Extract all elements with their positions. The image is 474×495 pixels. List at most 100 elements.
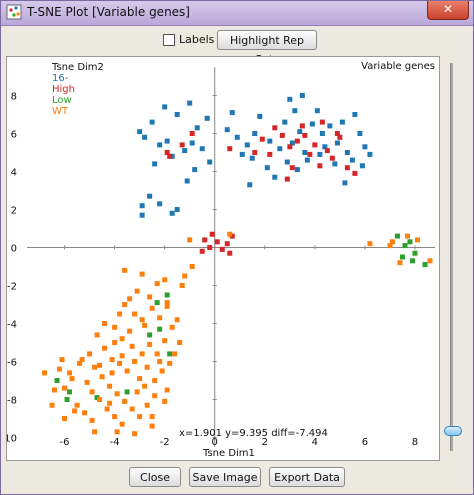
point-wt[interactable] bbox=[109, 357, 115, 363]
point-wt[interactable] bbox=[52, 387, 58, 393]
point-wt[interactable] bbox=[99, 374, 105, 380]
point-high[interactable] bbox=[334, 131, 340, 136]
point-low[interactable] bbox=[54, 378, 60, 383]
point-16[interactable] bbox=[147, 193, 153, 199]
point-16[interactable] bbox=[344, 150, 350, 155]
point-wt[interactable] bbox=[112, 414, 118, 420]
point-16[interactable] bbox=[339, 119, 345, 125]
point-wt[interactable] bbox=[122, 398, 128, 404]
point-high[interactable] bbox=[352, 170, 358, 176]
title-bar[interactable]: T-SNE Plot [Variable genes] ✕ bbox=[1, 1, 473, 26]
point-wt[interactable] bbox=[182, 273, 188, 279]
point-wt[interactable] bbox=[137, 414, 143, 420]
point-high[interactable] bbox=[219, 246, 225, 252]
point-wt[interactable] bbox=[119, 336, 125, 342]
point-wt[interactable] bbox=[102, 321, 108, 326]
export-data-button[interactable]: Export Data bbox=[269, 467, 345, 487]
point-16[interactable] bbox=[224, 127, 230, 133]
point-wt[interactable] bbox=[227, 231, 233, 237]
point-low[interactable] bbox=[124, 389, 130, 395]
point-wt[interactable] bbox=[142, 322, 148, 328]
point-low[interactable] bbox=[154, 300, 160, 306]
point-16[interactable] bbox=[169, 153, 175, 159]
point-low[interactable] bbox=[402, 243, 408, 249]
point-16[interactable] bbox=[174, 112, 180, 117]
point-low[interactable] bbox=[147, 332, 153, 338]
point-wt[interactable] bbox=[107, 383, 113, 389]
point-wt[interactable] bbox=[124, 368, 130, 374]
point-wt[interactable] bbox=[169, 324, 175, 330]
point-high[interactable] bbox=[317, 163, 323, 169]
point-high[interactable] bbox=[252, 150, 258, 155]
point-high[interactable] bbox=[164, 150, 170, 155]
point-wt[interactable] bbox=[92, 364, 98, 370]
point-low[interactable] bbox=[409, 258, 415, 264]
point-16[interactable] bbox=[302, 150, 308, 155]
point-wt[interactable] bbox=[149, 423, 155, 429]
point-16[interactable] bbox=[289, 140, 295, 146]
point-high[interactable] bbox=[312, 142, 318, 148]
point-low[interactable] bbox=[407, 239, 413, 245]
point-16[interactable] bbox=[142, 134, 148, 140]
point-wt[interactable] bbox=[109, 370, 115, 376]
point-high[interactable] bbox=[302, 132, 308, 138]
point-wt[interactable] bbox=[154, 351, 160, 357]
point-low[interactable] bbox=[64, 397, 70, 402]
point-wt[interactable] bbox=[139, 351, 145, 357]
point-wt[interactable] bbox=[89, 417, 95, 423]
point-16[interactable] bbox=[282, 119, 288, 125]
point-wt[interactable] bbox=[129, 343, 135, 349]
point-16[interactable] bbox=[157, 142, 163, 148]
point-wt[interactable] bbox=[92, 429, 98, 435]
point-low[interactable] bbox=[164, 292, 170, 298]
point-16[interactable] bbox=[272, 174, 278, 180]
point-wt[interactable] bbox=[162, 277, 168, 283]
point-wt[interactable] bbox=[142, 383, 148, 389]
point-16[interactable] bbox=[149, 119, 155, 125]
point-16[interactable] bbox=[297, 129, 303, 135]
point-high[interactable] bbox=[267, 151, 273, 157]
point-16[interactable] bbox=[317, 151, 323, 157]
labels-checkbox[interactable] bbox=[163, 34, 175, 46]
point-wt[interactable] bbox=[144, 364, 150, 370]
point-16[interactable] bbox=[367, 151, 373, 157]
point-low[interactable] bbox=[157, 326, 163, 332]
point-16[interactable] bbox=[332, 161, 338, 167]
close-button[interactable]: Close bbox=[129, 467, 181, 487]
point-16[interactable] bbox=[267, 138, 273, 144]
point-low[interactable] bbox=[412, 250, 418, 256]
point-wt[interactable] bbox=[177, 340, 183, 345]
point-wt[interactable] bbox=[147, 294, 153, 300]
point-16[interactable] bbox=[299, 93, 305, 98]
point-16[interactable] bbox=[249, 155, 255, 161]
point-wt[interactable] bbox=[132, 359, 138, 364]
point-high[interactable] bbox=[229, 233, 235, 239]
point-wt[interactable] bbox=[162, 338, 168, 344]
point-high[interactable] bbox=[337, 134, 343, 140]
point-high[interactable] bbox=[259, 136, 265, 142]
point-wt[interactable] bbox=[139, 317, 145, 323]
point-wt[interactable] bbox=[72, 408, 78, 414]
point-wt[interactable] bbox=[164, 387, 170, 393]
point-wt[interactable] bbox=[164, 303, 170, 309]
point-16[interactable] bbox=[199, 146, 205, 152]
point-wt[interactable] bbox=[87, 351, 93, 357]
point-wt[interactable] bbox=[157, 315, 163, 321]
point-high[interactable] bbox=[324, 148, 330, 154]
point-16[interactable] bbox=[357, 131, 363, 136]
point-16[interactable] bbox=[229, 110, 235, 116]
point-wt[interactable] bbox=[77, 360, 83, 366]
point-high[interactable] bbox=[272, 125, 278, 131]
point-16[interactable] bbox=[239, 151, 245, 157]
point-low[interactable] bbox=[67, 389, 73, 395]
point-16[interactable] bbox=[187, 100, 193, 106]
point-wt[interactable] bbox=[94, 332, 100, 338]
point-wt[interactable] bbox=[59, 357, 65, 363]
point-16[interactable] bbox=[169, 210, 175, 216]
point-high[interactable] bbox=[167, 153, 173, 159]
point-high[interactable] bbox=[284, 176, 290, 182]
point-low[interactable] bbox=[394, 233, 400, 239]
point-wt[interactable] bbox=[122, 267, 128, 273]
point-wt[interactable] bbox=[154, 281, 160, 287]
point-16[interactable] bbox=[319, 131, 325, 136]
